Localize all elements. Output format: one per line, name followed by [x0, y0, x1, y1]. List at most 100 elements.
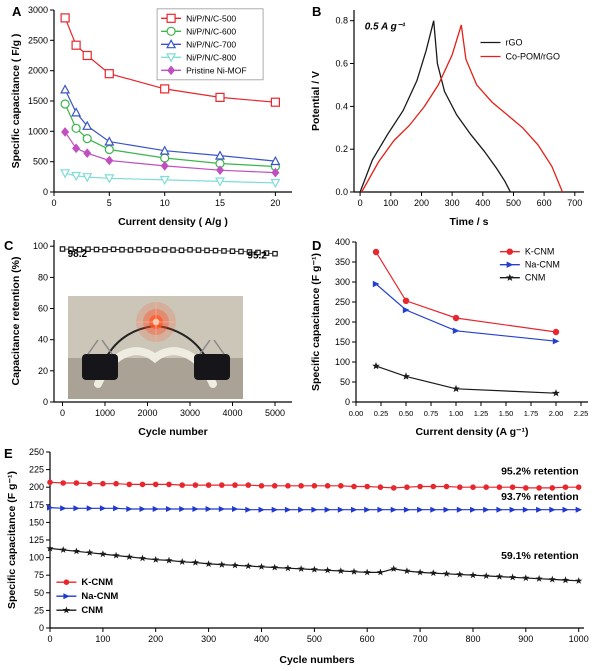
svg-text:K-CNM: K-CNM: [81, 577, 113, 588]
svg-text:3000: 3000: [28, 5, 48, 15]
svg-text:0.5 A g⁻¹: 0.5 A g⁻¹: [365, 21, 406, 32]
svg-text:Cycle numbers: Cycle numbers: [279, 654, 354, 666]
svg-text:300: 300: [201, 634, 216, 644]
panel-label-a: A: [12, 4, 22, 19]
led-photo-inset: [68, 296, 243, 399]
svg-text:1.25: 1.25: [474, 409, 489, 418]
svg-text:1000: 1000: [95, 408, 115, 418]
svg-text:2000: 2000: [28, 66, 48, 76]
svg-text:2500: 2500: [28, 35, 48, 45]
panel-label-c: C: [4, 238, 14, 253]
svg-text:15: 15: [215, 198, 225, 208]
svg-text:0.6: 0.6: [335, 59, 348, 69]
svg-text:95.2% retention: 95.2% retention: [501, 466, 579, 478]
svg-text:K-CNM: K-CNM: [525, 247, 555, 257]
svg-text:150: 150: [335, 337, 350, 347]
svg-text:Capacitance retention (%): Capacitance retention (%): [10, 257, 22, 386]
svg-text:0: 0: [60, 408, 65, 418]
svg-text:500: 500: [33, 157, 48, 167]
svg-text:400: 400: [254, 634, 269, 644]
svg-text:75: 75: [34, 570, 44, 580]
svg-text:CNM: CNM: [81, 605, 103, 616]
svg-text:400: 400: [475, 198, 490, 208]
svg-text:125: 125: [29, 535, 44, 545]
svg-text:2000: 2000: [137, 408, 157, 418]
svg-text:1.00: 1.00: [449, 409, 464, 418]
svg-text:1500: 1500: [28, 96, 48, 106]
svg-text:900: 900: [518, 634, 533, 644]
svg-text:100: 100: [383, 198, 398, 208]
svg-text:0.8: 0.8: [335, 16, 348, 26]
svg-text:250: 250: [29, 447, 44, 457]
svg-text:350: 350: [335, 257, 350, 267]
svg-text:0.4: 0.4: [335, 101, 348, 111]
svg-text:0.75: 0.75: [424, 409, 439, 418]
svg-text:100: 100: [29, 553, 44, 563]
led-device-photo: [68, 296, 243, 399]
svg-text:0: 0: [47, 634, 52, 644]
svg-text:1000: 1000: [569, 634, 589, 644]
svg-text:300: 300: [335, 277, 350, 287]
svg-text:80: 80: [38, 272, 48, 282]
svg-text:200: 200: [29, 482, 44, 492]
svg-text:200: 200: [414, 198, 429, 208]
panel-label-d: D: [312, 238, 322, 253]
svg-text:Ni/P/N/C-500: Ni/P/N/C-500: [186, 13, 236, 23]
svg-text:1000: 1000: [28, 126, 48, 136]
svg-text:Potential / V: Potential / V: [310, 71, 322, 131]
svg-text:0: 0: [39, 623, 44, 633]
svg-text:Pristine Ni-MOF: Pristine Ni-MOF: [186, 65, 246, 75]
svg-text:Na-CNM: Na-CNM: [81, 591, 118, 602]
svg-text:2.00: 2.00: [549, 409, 564, 418]
svg-text:500: 500: [307, 634, 322, 644]
svg-text:600: 600: [360, 634, 375, 644]
svg-text:100: 100: [33, 241, 48, 251]
svg-text:Current density ( A/g ): Current density ( A/g ): [118, 216, 228, 228]
svg-text:Specific capacitance (F g⁻¹): Specific capacitance (F g⁻¹): [6, 471, 18, 609]
svg-text:700: 700: [413, 634, 428, 644]
gcd-curves-chart-b: 0 100 200 300 400 500 600 700 0.0 0.2 0.4 0.6 0.8 Tim…: [308, 4, 596, 230]
svg-text:2.25: 2.25: [574, 409, 589, 418]
svg-text:5000: 5000: [265, 408, 285, 418]
svg-text:Ni/P/N/C-700: Ni/P/N/C-700: [186, 39, 236, 49]
svg-text:Specific capacitance ( F/g ): Specific capacitance ( F/g ): [10, 34, 22, 169]
svg-text:0.25: 0.25: [374, 409, 389, 418]
panel-label-b: B: [312, 4, 322, 19]
svg-text:0: 0: [51, 198, 56, 208]
svg-text:CNM: CNM: [525, 273, 546, 283]
svg-text:600: 600: [537, 198, 552, 208]
svg-text:225: 225: [29, 465, 44, 475]
svg-text:5: 5: [107, 198, 112, 208]
svg-text:rGO: rGO: [506, 37, 523, 47]
svg-text:100: 100: [335, 357, 350, 367]
svg-text:400: 400: [335, 237, 350, 247]
svg-text:59.1% retention: 59.1% retention: [501, 550, 579, 562]
svg-text:Specific capacitance (F g⁻¹): Specific capacitance (F g⁻¹): [310, 253, 322, 391]
svg-text:Cycle number: Cycle number: [138, 426, 207, 438]
svg-text:1.75: 1.75: [524, 409, 539, 418]
svg-text:0: 0: [43, 397, 48, 407]
svg-text:150: 150: [29, 517, 44, 527]
svg-text:20: 20: [270, 198, 280, 208]
svg-text:95.2: 95.2: [247, 251, 267, 262]
svg-text:0.00: 0.00: [349, 409, 364, 418]
svg-text:Ni/P/N/C-600: Ni/P/N/C-600: [186, 26, 236, 36]
svg-text:300: 300: [445, 198, 460, 208]
svg-text:Co-POM/rGO: Co-POM/rGO: [506, 51, 561, 61]
rate-capability-chart-a: 0 5 10 15 20 0 500 1000 1500 2000 2500 3000 Current …: [8, 4, 300, 230]
svg-text:20: 20: [38, 366, 48, 376]
svg-text:700: 700: [567, 198, 582, 208]
svg-text:40: 40: [38, 335, 48, 345]
svg-text:93.7% retention: 93.7% retention: [501, 491, 579, 503]
svg-text:250: 250: [335, 297, 350, 307]
svg-text:175: 175: [29, 500, 44, 510]
panel-label-e: E: [4, 446, 13, 461]
svg-text:Na-CNM: Na-CNM: [525, 260, 560, 270]
svg-text:Time / s: Time / s: [450, 216, 489, 228]
svg-text:200: 200: [335, 317, 350, 327]
svg-text:100: 100: [95, 634, 110, 644]
cycling-retention-chart-c: 0 1000 2000 3000 4000 5000 0 20 40 60 80 100 Cycle n…: [8, 234, 300, 440]
svg-text:Current density (A g⁻¹): Current density (A g⁻¹): [415, 426, 528, 438]
svg-text:98.2: 98.2: [68, 249, 88, 260]
svg-text:60: 60: [38, 304, 48, 314]
